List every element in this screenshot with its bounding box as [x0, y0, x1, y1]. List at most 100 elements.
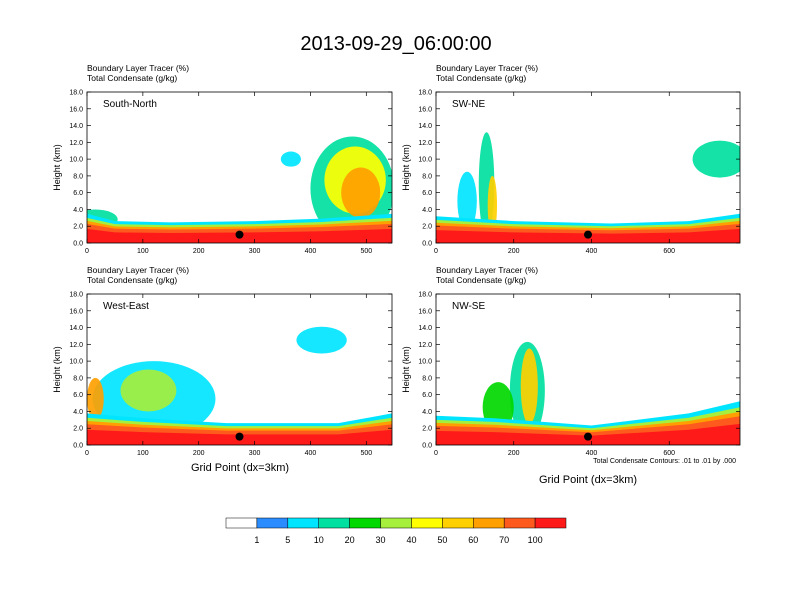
- plot-frame: [435, 293, 741, 446]
- colorbar-swatch: [318, 517, 350, 529]
- x-axis-label-right: Grid Point (dx=3km): [539, 474, 637, 486]
- y-tick-label: 18.0: [69, 292, 83, 299]
- x-tick-label: 400: [305, 450, 317, 457]
- colorbar-swatch: [411, 517, 443, 529]
- y-tick-label: 8.0: [73, 375, 83, 382]
- location-marker: [235, 230, 244, 239]
- y-axis-label: Height (km): [401, 144, 411, 191]
- colorbar-swatch: [380, 517, 412, 529]
- y-tick-label: 14.0: [418, 325, 432, 332]
- y-tick-label: 10.0: [418, 157, 432, 164]
- colorbar-label: 100: [528, 535, 543, 545]
- variable-label: Boundary Layer Tracer (%): [436, 63, 538, 73]
- x-tick-label: 600: [663, 450, 675, 457]
- location-marker: [584, 432, 592, 441]
- plot-area: [436, 132, 740, 243]
- plot-frame: [435, 91, 741, 244]
- x-tick-label: 300: [249, 248, 261, 255]
- x-tick-label: 300: [249, 450, 261, 457]
- y-tick-label: 8.0: [422, 173, 432, 180]
- x-tick-label: 200: [508, 248, 520, 255]
- tracer-plume-1: [520, 348, 538, 425]
- y-tick-label: 8.0: [422, 375, 432, 382]
- y-tick-label: 6.0: [73, 392, 83, 399]
- y-axis-label: Height (km): [52, 346, 62, 393]
- colorbar-label: 10: [314, 535, 324, 545]
- contour-label: Total Condensate (g/kg): [87, 275, 177, 285]
- figure-title: 2013-09-29_06:00:00: [300, 33, 491, 55]
- y-tick-label: 4.0: [422, 207, 432, 214]
- colorbar-swatch: [442, 517, 474, 529]
- colorbar-label: 60: [468, 535, 478, 545]
- y-tick-label: 10.0: [69, 157, 83, 164]
- colorbar-swatch: [349, 517, 381, 529]
- y-tick-label: 2.0: [73, 426, 83, 433]
- variable-label: Boundary Layer Tracer (%): [87, 265, 189, 275]
- x-tick-label: 500: [360, 248, 372, 255]
- y-tick-label: 18.0: [69, 90, 83, 97]
- plot-frame: [86, 293, 393, 446]
- y-tick-label: 4.0: [422, 409, 432, 416]
- colorbar-swatch: [225, 517, 258, 529]
- x-tick-label: 0: [85, 248, 89, 255]
- x-tick-label: 0: [434, 450, 438, 457]
- x-tick-label: 400: [586, 450, 598, 457]
- y-tick-label: 0.0: [73, 241, 83, 248]
- x-axis-label-left: Grid Point (dx=3km): [191, 462, 289, 474]
- contour-label: Total Condensate (g/kg): [436, 275, 526, 285]
- y-tick-label: 16.0: [418, 106, 432, 113]
- tracer-plume-4: [280, 151, 301, 167]
- y-tick-label: 18.0: [418, 292, 432, 299]
- panel-south-north: Boundary Layer Tracer (%)Total Condensat…: [52, 63, 393, 255]
- colorbar: 1 5 10 20 30 40 50 60 70 100: [225, 517, 567, 545]
- panel-title: NW-SE: [452, 301, 485, 312]
- x-tick-label: 400: [586, 248, 598, 255]
- colorbar-swatch: [503, 517, 536, 529]
- y-tick-label: 18.0: [418, 90, 432, 97]
- tracer-plume-3: [341, 167, 381, 218]
- x-tick-label: 200: [193, 450, 205, 457]
- plot-area: [436, 341, 740, 445]
- y-tick-label: 10.0: [418, 359, 432, 366]
- y-tick-label: 4.0: [73, 409, 83, 416]
- y-tick-label: 12.0: [418, 342, 432, 349]
- tracer-plume-3: [296, 326, 347, 354]
- y-tick-label: 12.0: [69, 140, 83, 147]
- colorbar-swatch: [534, 517, 567, 529]
- x-tick-label: 400: [305, 248, 317, 255]
- x-tick-label: 100: [137, 450, 149, 457]
- plot-area: [87, 326, 392, 445]
- colorbar-label: 40: [406, 535, 416, 545]
- x-tick-label: 600: [663, 248, 675, 255]
- contour-label: Total Condensate (g/kg): [436, 73, 526, 83]
- contour-note: Total Condensate Contours: .01 to .01 by…: [593, 458, 736, 465]
- y-tick-label: 12.0: [418, 140, 432, 147]
- plot-area: [87, 136, 392, 243]
- panel-title: West-East: [103, 301, 149, 312]
- y-tick-label: 10.0: [69, 359, 83, 366]
- y-tick-label: 4.0: [73, 207, 83, 214]
- location-marker: [235, 432, 244, 441]
- colorbar-label: 70: [499, 535, 509, 545]
- y-tick-label: 16.0: [418, 308, 432, 315]
- y-tick-label: 14.0: [69, 123, 83, 130]
- x-tick-label: 200: [193, 248, 205, 255]
- variable-label: Boundary Layer Tracer (%): [87, 63, 189, 73]
- plot-frame: [86, 91, 393, 244]
- variable-label: Boundary Layer Tracer (%): [436, 265, 538, 275]
- x-tick-label: 200: [508, 450, 520, 457]
- y-tick-label: 0.0: [422, 443, 432, 450]
- location-marker: [584, 230, 592, 239]
- tracer-plume-1: [120, 369, 177, 412]
- x-tick-label: 100: [137, 248, 149, 255]
- y-tick-label: 2.0: [73, 224, 83, 231]
- panel-title: SW-NE: [452, 99, 485, 110]
- x-tick-label: 0: [434, 248, 438, 255]
- x-tick-label: 500: [360, 450, 372, 457]
- y-tick-label: 6.0: [73, 190, 83, 197]
- bl-layer-surface: [436, 423, 740, 445]
- tracer-plume-2: [87, 377, 104, 420]
- x-tick-label: 0: [85, 450, 89, 457]
- colorbar-label: 1: [254, 535, 259, 545]
